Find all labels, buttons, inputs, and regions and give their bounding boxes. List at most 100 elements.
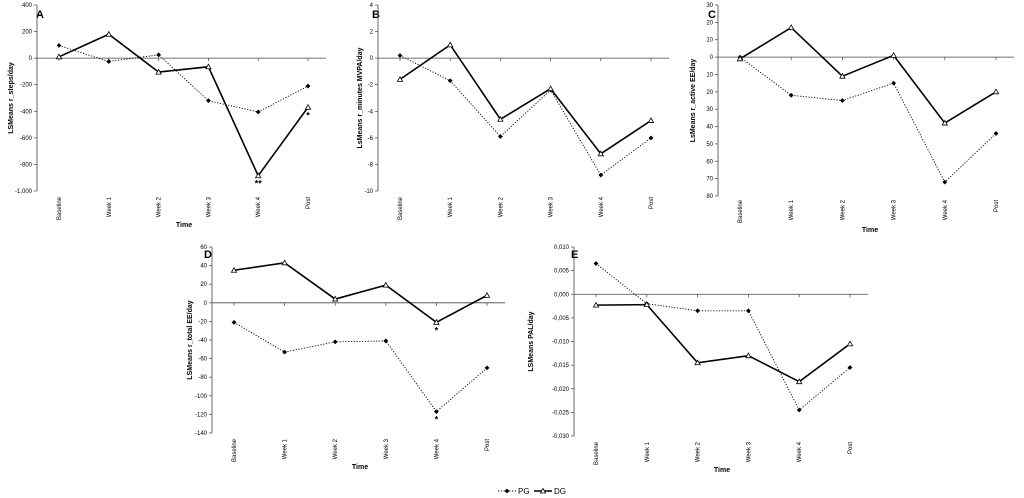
panel-b-xtick-label: Post — [649, 197, 655, 209]
panel-b-ytick-label: -4 — [368, 109, 374, 115]
panel-d-dg-point — [483, 291, 491, 298]
panel-e-ytick-label: -0,010 — [552, 340, 570, 346]
panel-b-ytick-label: -10 — [364, 189, 373, 195]
panel-e-ytick-label: 0,000 — [554, 292, 570, 298]
panel-e-ytick-label: -0,030 — [552, 434, 570, 440]
panel-d-significance-annotation: * — [435, 325, 439, 335]
panel-e-y-label: LSMeans PAL/day — [528, 311, 535, 371]
panel-d-series-dg-line — [233, 261, 488, 324]
panel-d-xtick-label: Post — [485, 439, 491, 451]
panel-b-xtick-label: Week 3 — [549, 196, 555, 217]
panel-a-xtick-label: Week 2 — [157, 196, 163, 217]
panel-c-ytick-label: 80 — [706, 194, 713, 200]
panel-d-pg-point — [231, 319, 237, 325]
panel-e-x-label: Time — [714, 467, 730, 474]
panel-c-xtick-label: Week 3 — [892, 199, 898, 220]
panel-b-pg-point — [498, 134, 503, 139]
panel-c-pg-point — [993, 131, 999, 136]
panel-d-significance-annotation: * — [435, 415, 439, 425]
panel-c-pg-point — [788, 92, 794, 98]
panel-e-xtick-label: Baseline — [594, 441, 600, 465]
panel-d-pg-point — [332, 339, 338, 345]
panel-d-dg-point — [331, 295, 339, 302]
panel-e-dg-point — [846, 340, 854, 347]
panel-e-ytick-label: -0,020 — [552, 387, 570, 393]
panel-a-pg-point — [156, 52, 161, 58]
panel-d-pg-point — [282, 349, 287, 355]
panel-a-xtick-label: Week 4 — [256, 196, 262, 217]
panel-d-xtick-label: Baseline — [232, 438, 238, 462]
panel-e-pg-point — [593, 261, 599, 266]
panel-c-ytick-label: 0 — [710, 55, 714, 61]
panel-b-xtick-label: Baseline — [398, 196, 404, 220]
panel-d-series-pg-line — [233, 321, 488, 413]
panel-a-y-label: LSMeans r_steps/day — [8, 62, 15, 134]
panel-a-x-label: Time — [176, 222, 192, 229]
panel-c-ytick-label: 20 — [706, 20, 713, 26]
panel-b-pg-point — [648, 135, 654, 141]
panel-a-pg-point — [106, 59, 112, 64]
panel-a-dg-point — [254, 172, 262, 179]
panel-b-ytick-label: -8 — [368, 162, 374, 168]
panel-c-y-label: LsMeans r_active EE/day — [690, 59, 697, 143]
panel-b-ytick-label: -2 — [368, 83, 374, 89]
panel-c-ytick-label: 40 — [706, 125, 713, 131]
panel-a-pg-point — [255, 109, 261, 115]
panel-d-xtick-label: Week 4 — [434, 438, 440, 459]
panel-d-ytick-label: -40 — [198, 338, 207, 344]
panel-a-ytick-label: -400 — [20, 109, 33, 115]
panel-d-pg-point — [434, 409, 439, 415]
panel-b-dg-point — [597, 150, 605, 157]
panel-e-xtick-label: Week 2 — [696, 441, 702, 462]
panel-e-pg-point — [796, 407, 802, 413]
panel-a-xtick-label: Post — [306, 197, 312, 209]
panel-e-ytick-label: -0,005 — [552, 316, 570, 322]
panel-e-xtick-label: Week 3 — [746, 441, 752, 462]
panel-a-dg-point — [205, 63, 212, 70]
panel-a-ytick-label: 0 — [29, 56, 33, 62]
panel-d-dg-point — [230, 266, 238, 273]
panel-e-xtick-label: Week 1 — [645, 441, 651, 462]
panel-b-ytick-label: 4 — [370, 3, 374, 9]
panel-e-ytick-label: 0,005 — [554, 269, 570, 275]
panel-c-ytick-label: 50 — [706, 142, 713, 148]
panel-c-series-pg-line — [739, 56, 997, 183]
panel-a-pg-point — [305, 83, 311, 89]
panel-c-xtick-label: Week 1 — [789, 199, 795, 220]
panel-a-pg-point — [206, 98, 211, 104]
panel-b-ytick-label: 2 — [370, 30, 374, 36]
panel-c-ytick-label: 10 — [706, 72, 713, 78]
chart-panel-e: E0,010 0,005 0,000 -0,005 -0,010 -0,015 -0,020… — [528, 245, 868, 474]
panel-d-dg-point — [281, 259, 288, 266]
panel-a-significance-annotation: * — [306, 110, 310, 120]
panel-b-xtick-label: Week 2 — [498, 196, 504, 217]
panel-e-ytick-label: -0,015 — [552, 363, 570, 369]
panel-a-xtick-label: Week 1 — [107, 196, 113, 217]
panel-b-xtick-label: Week 1 — [448, 196, 454, 217]
panel-e-ytick-label: 0,010 — [554, 245, 570, 251]
panel-b-series-pg-line — [399, 55, 652, 176]
panel-a-dg-point — [155, 68, 162, 75]
panel-c-pg-point — [840, 98, 845, 103]
panel-a-series-pg-line — [58, 45, 309, 113]
panel-d-ytick-label: 40 — [200, 264, 207, 270]
panel-a-letter: A — [36, 9, 44, 21]
panel-b-letter: B — [372, 9, 380, 21]
panel-c-pg-point — [942, 179, 948, 185]
panel-a-ytick-label: -200 — [20, 83, 33, 89]
panel-b-pg-point — [397, 53, 403, 58]
panel-c-ytick-label: 30 — [706, 107, 713, 113]
legend: PG DG — [498, 487, 566, 496]
panel-d-x-label: Time — [352, 464, 368, 471]
panel-a-dg-point — [55, 53, 63, 60]
panel-d-ytick-label: 60 — [200, 245, 207, 251]
panel-d-letter: D — [204, 249, 212, 261]
legend-dg-label: DG — [554, 487, 566, 496]
panel-b-series-dg-line — [399, 43, 652, 155]
panel-c-pg-point — [891, 80, 896, 86]
panel-d-ytick-label: -20 — [198, 319, 207, 325]
panel-b-dg-point — [647, 117, 655, 123]
panel-d-y-label: LSMeans r_total EE/day — [187, 300, 194, 379]
panel-e-dg-point — [694, 359, 701, 366]
